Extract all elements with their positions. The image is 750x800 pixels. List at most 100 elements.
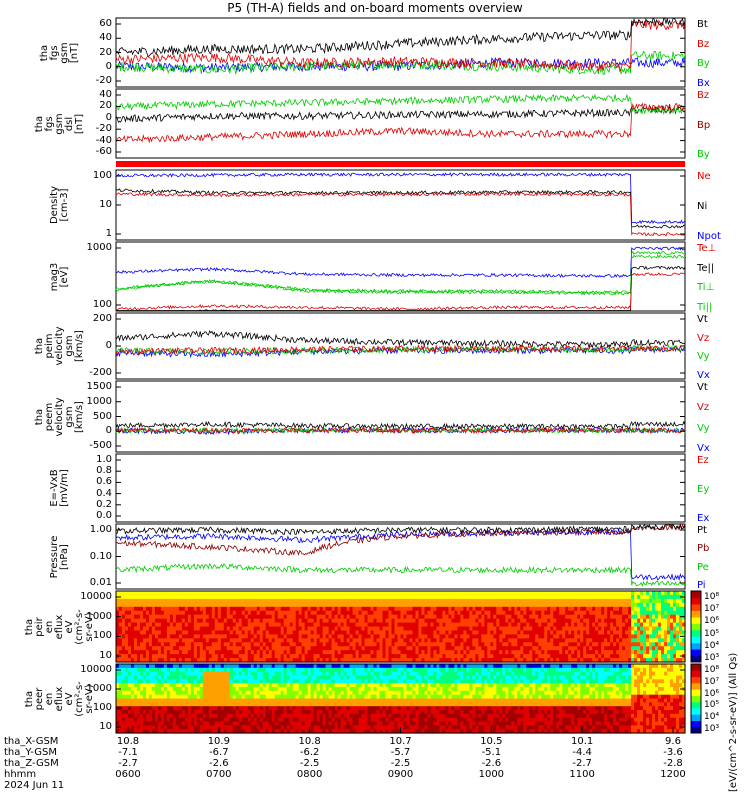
xtick-value: -2.6	[209, 758, 229, 769]
colorbar-tick: 10⁷	[704, 676, 720, 687]
ytick-label: 0	[105, 340, 112, 351]
ytick-label: 0.0	[96, 510, 112, 521]
series-peim_velocity-Vy	[115, 344, 686, 356]
colorbar-swatch	[691, 597, 701, 605]
ylabel-efield: E=-VxB [mV/m]	[49, 469, 70, 507]
xtick-value: 1100	[569, 769, 595, 780]
ytick-label: 1	[105, 228, 112, 239]
series-fgs_gsm-Bt	[115, 17, 686, 57]
legend-fgs_gse-By: By	[697, 149, 710, 160]
ytick-label: -20	[95, 75, 112, 86]
legend-temperature-Ti⊥: Ti⊥	[697, 282, 715, 294]
colorbar-swatch	[691, 610, 701, 618]
xtick-value: 9.6	[665, 736, 681, 747]
xtick-value: -3.6	[663, 747, 683, 758]
xtick-value: -6.7	[209, 747, 229, 758]
series-fgs_gsm-Bz	[115, 19, 686, 72]
colorbar-swatch	[691, 720, 701, 728]
ytick-label: 1000	[86, 242, 112, 253]
colorbar-swatch	[691, 664, 701, 671]
series-temperature-Te||	[116, 265, 686, 311]
ytick-label: 1000	[86, 610, 112, 622]
legend-fgs_gsm-Bz: Bz	[697, 38, 710, 50]
series-pressure-Pt	[115, 523, 686, 536]
legend-pressure-Pt: Pt	[697, 525, 707, 536]
legend-pressure-Pb: Pb	[697, 543, 710, 555]
legend-fgs_gse-Bp: Bp	[697, 119, 711, 131]
ytick-label: 100	[92, 170, 112, 181]
legend-efield-Ez: Ez	[697, 455, 709, 466]
ytick-label: 200	[92, 313, 112, 324]
xtick-value: -5.7	[390, 747, 411, 758]
colorbar-tick: 10³	[704, 653, 720, 663]
ytick-label: -20	[95, 123, 112, 135]
ytick-label: 10	[99, 650, 112, 661]
legend-density-Ni: Ni	[697, 201, 708, 212]
xtick-value: -4.4	[572, 747, 592, 758]
colorbar-swatch	[691, 701, 701, 709]
legend-fgs_gse-Bz: Bz	[697, 90, 710, 101]
ytick-label: 20	[99, 100, 112, 112]
ytick-label: 0.10	[89, 550, 112, 562]
ylabel-pressure: Pressure [nPa]	[49, 535, 70, 578]
legend-pressure-Pe: Pe	[697, 561, 709, 573]
page-title: P5 (TH-A) fields and on-board moments ov…	[227, 1, 523, 15]
colorbar-swatch	[691, 655, 701, 663]
colorbar-swatch	[691, 682, 701, 690]
ylabel-density: Density [cm-3]	[49, 185, 70, 225]
series-density-Npot	[115, 172, 686, 225]
xtick-value: -6.2	[299, 747, 320, 758]
ytick-label: 100	[92, 299, 112, 310]
series-fgs_gse-Bz	[115, 102, 686, 144]
legend-pressure-Pi: Pi	[697, 580, 706, 591]
ylabel-fgs_gsm: tha fgs gsm [nT]	[39, 41, 80, 64]
ylabel-peem_velocity: tha peem velocity gsm [km/s]	[34, 396, 85, 437]
colorbar-swatch	[691, 636, 701, 644]
xaxis-row-label: 2024 Jun 11	[4, 780, 65, 791]
colorbar-swatch	[691, 726, 701, 734]
legend-temperature-Ti||: Ti||	[697, 302, 713, 313]
colorbar-swatch	[691, 676, 701, 684]
ytick-label: 60	[99, 18, 112, 29]
ytick-label: 40	[99, 32, 112, 44]
ylabel-temperature: mag3 [eV]	[49, 262, 70, 291]
ytick-label: 100	[92, 702, 112, 713]
legend-fgs_gsm-Bt: Bt	[697, 19, 708, 30]
xtick-value: 0900	[387, 769, 414, 780]
ytick-label: 500	[92, 410, 112, 422]
series-pressure-Pb	[115, 523, 686, 556]
xaxis-row-label: tha_Z-GSM	[4, 758, 59, 769]
series-peem_velocity-Vy	[115, 426, 686, 435]
spectrogram-peir_eflux	[116, 591, 686, 663]
colorbar-swatch	[691, 689, 701, 696]
series-fgs_gsm-Bx	[115, 57, 686, 74]
ytick-label: 10000	[80, 664, 112, 675]
legend-peem_velocity-Vz: Vz	[697, 402, 710, 414]
xtick-value: -2.7	[118, 758, 138, 769]
ytick-label: -500	[89, 440, 112, 451]
legend-fgs_gsm-Bx: Bx	[697, 78, 710, 89]
ytick-label: -200	[89, 367, 112, 378]
legend-peim_velocity-Vy: Vy	[697, 351, 710, 363]
xaxis-row-label: tha_Y-GSM	[4, 747, 58, 758]
xtick-value: 0600	[115, 769, 141, 780]
legend-peim_velocity-Vt: Vt	[697, 314, 708, 325]
colorbar-tick: 10⁸	[704, 592, 720, 602]
xtick-value: 10.8	[116, 736, 140, 747]
xtick-value: 1000	[478, 769, 505, 780]
series-pressure-Pe	[115, 562, 686, 588]
colorbar-swatch	[691, 714, 701, 721]
colorbar-tick: 10⁵	[704, 628, 720, 639]
colorbar-swatch	[691, 616, 701, 624]
series-pressure-Pi	[115, 527, 686, 582]
colorbar-swatch	[691, 629, 701, 637]
xaxis-row-label: hhmm	[4, 769, 37, 780]
legend-peim_velocity-Vz: Vz	[697, 332, 710, 344]
series-fgs_gse-By	[115, 93, 686, 116]
ytick-label: 1.00	[89, 524, 112, 535]
series-temperature-Ti⊥	[115, 254, 686, 296]
ytick-label: 0	[105, 60, 112, 72]
xtick-value: -2.5	[390, 758, 411, 769]
ytick-label: 10	[99, 721, 112, 732]
